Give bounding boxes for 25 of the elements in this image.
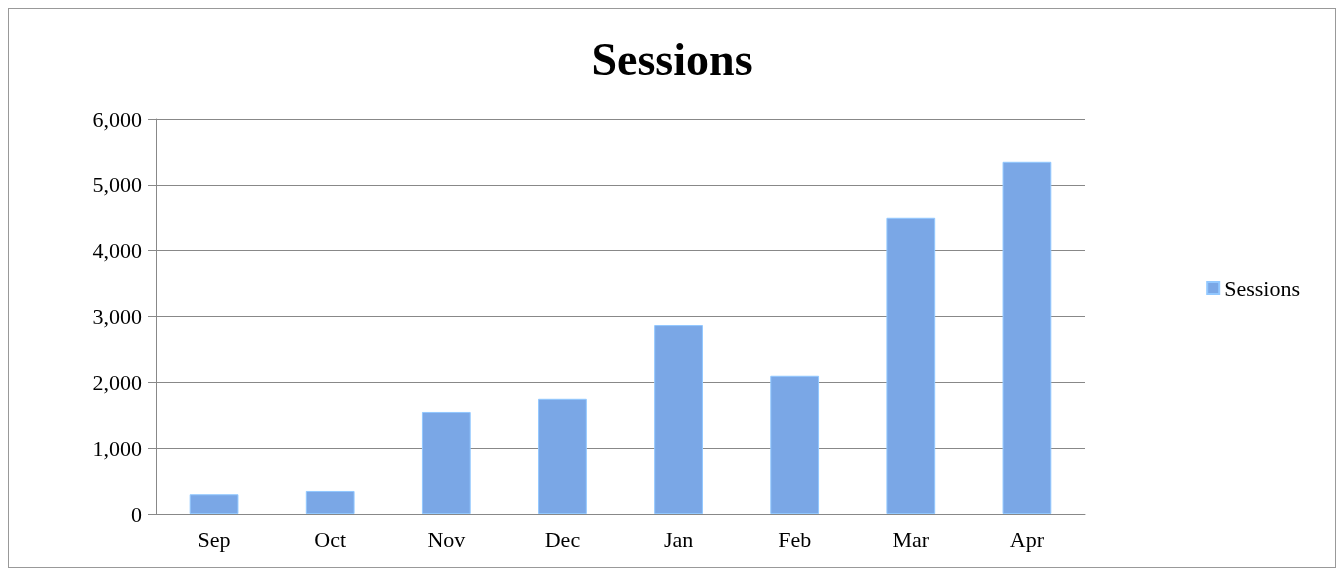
bar: [654, 325, 703, 514]
x-tick-label: Oct: [314, 526, 347, 552]
y-tick-label: 6,000: [92, 106, 142, 132]
x-tick-label: Feb: [778, 526, 812, 552]
y-tick-label: 5,000: [92, 172, 142, 198]
bar: [770, 375, 820, 514]
x-tick-label: Apr: [1009, 526, 1045, 552]
x-tick-label: Mar: [892, 526, 930, 552]
x-tick-label: Jan: [663, 526, 694, 552]
x-tick-label: Sep: [197, 526, 231, 552]
legend-label: Sessions: [1224, 275, 1300, 301]
bar: [305, 490, 355, 514]
bar: [538, 398, 587, 514]
y-tick-label: 3,000: [92, 304, 142, 329]
x-tick-label: Nov: [427, 526, 466, 552]
x-tick-label: Dec: [544, 526, 581, 552]
chart-title: Sessions: [591, 33, 753, 85]
bar: [886, 217, 936, 514]
bar: [1002, 161, 1052, 514]
y-tick-label: 0: [131, 501, 142, 527]
y-tick-label: 1,000: [92, 435, 142, 461]
y-tick-label: 4,000: [92, 238, 142, 264]
bar: [421, 411, 471, 514]
y-tick-label: 2,000: [92, 369, 142, 395]
bar: [189, 494, 239, 514]
